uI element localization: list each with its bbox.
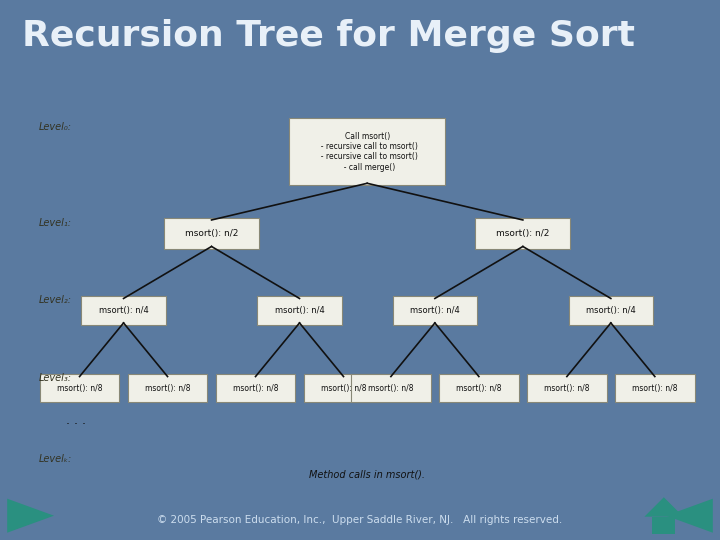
Text: msort(): n/2: msort(): n/2 (496, 229, 549, 238)
FancyBboxPatch shape (215, 375, 295, 402)
Text: msort(): n/4: msort(): n/4 (99, 306, 148, 315)
Text: Level₂:: Level₂: (39, 295, 72, 306)
FancyBboxPatch shape (40, 375, 120, 402)
FancyBboxPatch shape (475, 218, 570, 248)
Text: Method calls in msort().: Method calls in msort(). (309, 470, 426, 480)
Text: . . .: . . . (66, 414, 86, 427)
Text: msort(): n/4: msort(): n/4 (274, 306, 325, 315)
Bar (652, 517, 675, 534)
FancyBboxPatch shape (127, 375, 207, 402)
FancyBboxPatch shape (164, 218, 259, 248)
Text: msort(): n/8: msort(): n/8 (145, 383, 190, 393)
Polygon shape (644, 497, 683, 517)
Text: Call msort()
  - recursive call to msort()
  - recursive call to msort()
  - cal: Call msort() - recursive call to msort()… (316, 132, 418, 172)
FancyBboxPatch shape (527, 375, 607, 402)
Text: Level₁:: Level₁: (39, 218, 72, 228)
Text: msort(): n/2: msort(): n/2 (185, 229, 238, 238)
Text: msort(): n/8: msort(): n/8 (544, 383, 590, 393)
FancyBboxPatch shape (439, 375, 519, 402)
Text: Recursion Tree for Merge Sort: Recursion Tree for Merge Sort (22, 19, 634, 53)
Text: msort(): n/4: msort(): n/4 (586, 306, 636, 315)
Text: Level₃:: Level₃: (39, 373, 72, 383)
Text: Level₀:: Level₀: (39, 122, 72, 132)
Text: Levelₖ:: Levelₖ: (39, 455, 72, 464)
Text: msort(): n/8: msort(): n/8 (456, 383, 502, 393)
FancyBboxPatch shape (257, 296, 342, 325)
Text: msort(): n/8: msort(): n/8 (233, 383, 278, 393)
Polygon shape (7, 499, 54, 532)
Text: msort(): n/8: msort(): n/8 (57, 383, 102, 393)
FancyBboxPatch shape (392, 296, 477, 325)
FancyBboxPatch shape (81, 296, 166, 325)
Polygon shape (666, 499, 713, 532)
Text: msort(): n/4: msort(): n/4 (410, 306, 460, 315)
FancyBboxPatch shape (615, 375, 695, 402)
FancyBboxPatch shape (289, 118, 445, 185)
FancyBboxPatch shape (351, 375, 431, 402)
Text: msort(): n/8: msort(): n/8 (632, 383, 678, 393)
Text: msort(): n/8: msort(): n/8 (368, 383, 413, 393)
Text: © 2005 Pearson Education, Inc.,  Upper Saddle River, NJ.   All rights reserved.: © 2005 Pearson Education, Inc., Upper Sa… (158, 515, 562, 524)
FancyBboxPatch shape (304, 375, 384, 402)
FancyBboxPatch shape (569, 296, 653, 325)
Text: msort(): n/8: msort(): n/8 (321, 383, 366, 393)
